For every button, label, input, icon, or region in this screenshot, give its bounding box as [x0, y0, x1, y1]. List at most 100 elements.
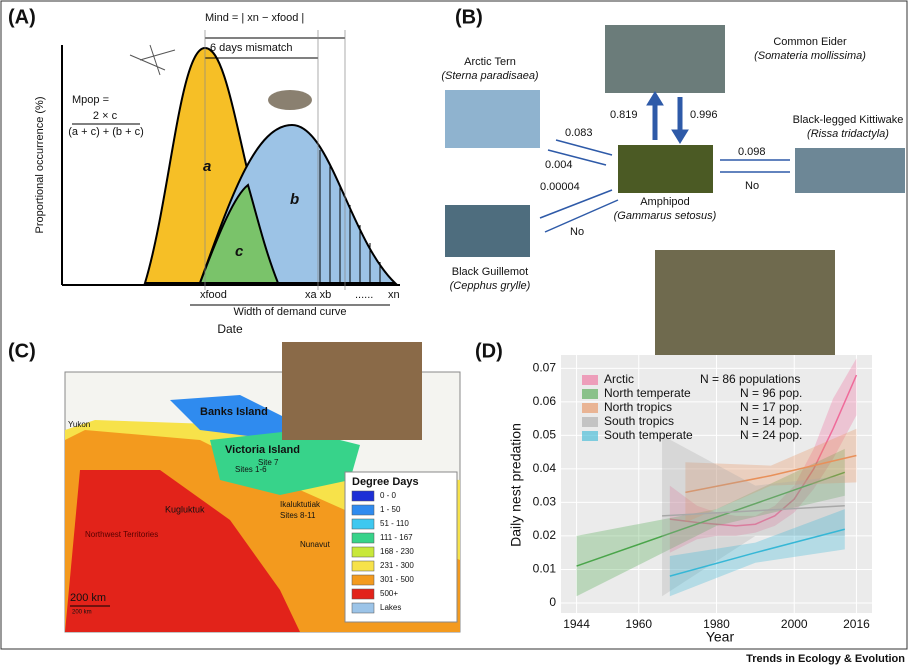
place: Yukon: [68, 420, 90, 429]
y-tick-label: 0.06: [533, 394, 557, 408]
place: Banks Island: [200, 406, 268, 418]
place: Victoria Island: [225, 444, 300, 456]
y-tick-label: 0.01: [533, 562, 557, 576]
formula: 2 × c: [93, 110, 118, 122]
x-tick-label: 1960: [625, 617, 652, 631]
tick-label: ......: [355, 289, 373, 301]
node-latin: (Sterna paradisaea): [441, 70, 539, 82]
edge-label: 0.083: [565, 127, 593, 139]
photo: [282, 342, 422, 440]
node-name: Common Eider: [773, 36, 847, 48]
panel-b: (B) Arctic Tern (Sterna paradisaea) Comm…: [441, 6, 905, 292]
place: Sites 8-11: [280, 511, 316, 520]
photo: [618, 145, 713, 193]
legend-label: 168 - 230: [380, 547, 414, 556]
scale: 200 km: [72, 610, 92, 616]
legend-swatch: [582, 389, 598, 399]
legend-n: N = 86 populations: [700, 372, 800, 386]
legend-swatch: [352, 561, 374, 571]
edge-label: No: [745, 180, 759, 192]
legend-swatch: [582, 431, 598, 441]
tick-label: xn: [388, 289, 400, 301]
y-tick-label: 0.07: [533, 361, 557, 375]
place: Nunavut: [300, 540, 331, 549]
legend-swatch: [352, 547, 374, 557]
panel-c: (C) Banks Island Victoria Island Yukon K…: [8, 340, 460, 632]
legend-n: N = 24 pop.: [740, 428, 802, 442]
mosquito-icon: [130, 45, 175, 75]
place: Kugluktuk: [165, 504, 205, 514]
photo: [445, 90, 540, 148]
photo: [655, 250, 835, 360]
panel-label: (B): [455, 6, 483, 28]
tick-label: xa xb: [305, 289, 331, 301]
photo: [605, 25, 725, 93]
y-tick-label: 0: [549, 595, 556, 609]
area-label: c: [235, 243, 244, 260]
x-tick-label: 1944: [563, 617, 590, 631]
figure: (A) Mind = | xn − xfood | 6 days mismatc…: [0, 0, 908, 665]
legend-swatch: [352, 519, 374, 529]
x-tick-label: 2016: [843, 617, 870, 631]
edge-label: 0.00004: [540, 181, 580, 193]
panel-a: (A) Mind = | xn − xfood | 6 days mismatc…: [8, 6, 400, 336]
photo: [795, 148, 905, 193]
legend-swatch: [352, 603, 374, 613]
panel-d: (D) Daily nest predation Year 00.010.020…: [475, 250, 872, 645]
edge-label: 0.996: [690, 109, 718, 121]
place: Site 7: [258, 458, 279, 467]
node-name: Black-legged Kittiwake: [793, 114, 904, 126]
bird-icon: [268, 90, 312, 110]
panel-label: (D): [475, 340, 503, 362]
node-name: Black Guillemot: [452, 266, 528, 278]
tick-label: xfood: [200, 289, 227, 301]
scale: 200 km: [70, 592, 106, 604]
legend-n: N = 14 pop.: [740, 414, 802, 428]
legend-label: South temperate: [604, 428, 693, 442]
formula: Mpop =: [72, 94, 109, 106]
legend-swatch: [582, 403, 598, 413]
place: Ikaluktutiak: [280, 500, 321, 509]
panel-label: (C): [8, 340, 36, 362]
y-tick-label: 0.02: [533, 528, 557, 542]
x-tick-label: 1980: [703, 617, 730, 631]
edge-label: No: [570, 226, 584, 238]
area-label: b: [290, 191, 299, 208]
legend-n: N = 96 pop.: [740, 386, 802, 400]
edge-label: 0.098: [738, 146, 766, 158]
footer: Trends in Ecology & Evolution: [746, 653, 905, 665]
legend-label: Arctic: [604, 372, 634, 386]
annotation: Width of demand curve: [233, 306, 346, 318]
legend-swatch: [582, 375, 598, 385]
node-latin: (Gammarus setosus): [614, 210, 717, 222]
axis-label: Daily nest predation: [508, 423, 524, 547]
formula: Mind = | xn − xfood |: [205, 12, 304, 24]
legend-label: 301 - 500: [380, 575, 414, 584]
edge-label: 0.819: [610, 109, 638, 121]
node-latin: (Cepphus grylle): [450, 280, 531, 292]
edge-label: 0.004: [545, 159, 573, 171]
legend-label: 1 - 50: [380, 505, 401, 514]
legend-label: North temperate: [604, 386, 691, 400]
legend-swatch: [352, 491, 374, 501]
panel-label: (A): [8, 6, 36, 28]
formula: (a + c) + (b + c): [68, 126, 144, 138]
y-tick-label: 0.03: [533, 495, 557, 509]
node-name: Arctic Tern: [464, 56, 516, 68]
x-tick-label: 2000: [781, 617, 808, 631]
legend-n: N = 17 pop.: [740, 400, 802, 414]
legend-label: 111 - 167: [380, 533, 413, 542]
photo: [445, 205, 530, 257]
y-tick-label: 0.04: [533, 461, 557, 475]
place: Northwest Territories: [85, 530, 158, 539]
area-label: a: [203, 158, 211, 175]
legend-label: 231 - 300: [380, 561, 414, 570]
axis-label: Date: [217, 322, 243, 336]
legend-label: 51 - 110: [380, 519, 409, 528]
y-tick-label: 0.05: [533, 428, 557, 442]
legend-label: Lakes: [380, 603, 401, 612]
legend-label: 0 - 0: [380, 491, 397, 500]
legend-swatch: [352, 575, 374, 585]
legend-swatch: [582, 417, 598, 427]
node-latin: (Somateria mollissima): [754, 50, 866, 62]
